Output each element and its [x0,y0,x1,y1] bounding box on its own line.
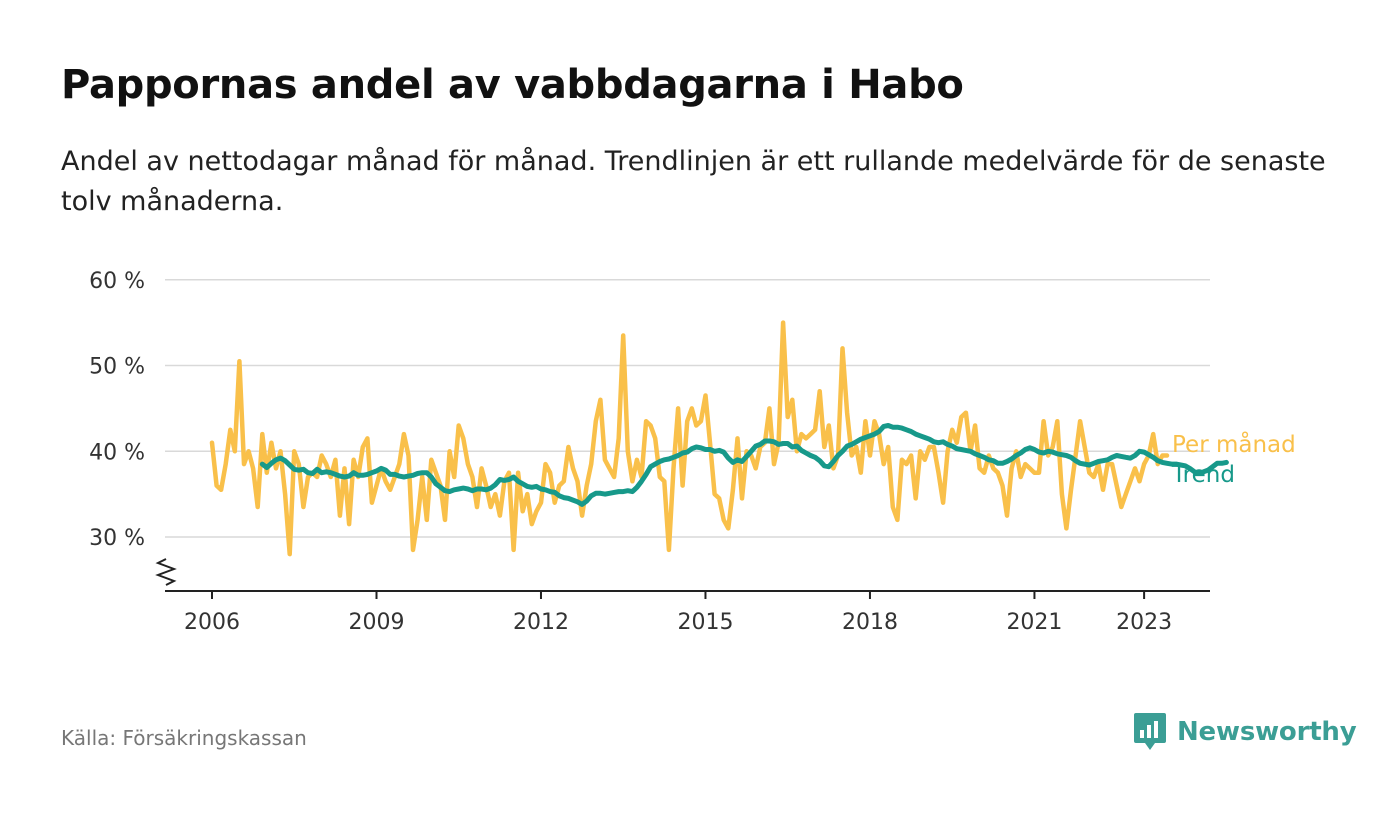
x-axis: 2006 2009 2012 2015 2018 2021 2023 [165,590,1210,635]
x-tick-label: 2006 [184,610,240,635]
x-tick-label: 2015 [677,610,733,635]
x-tick-label: 2009 [348,610,404,635]
brand-name: Newsworthy [1177,717,1357,747]
x-tick-label: 2018 [842,610,898,635]
y-tick-label: 60 % [89,269,145,294]
page-subtitle: Andel av nettodagar månad för månad. Tre… [61,146,1326,217]
y-tick-label: 40 % [89,440,145,465]
legend-label-per-manad: Per månad [1172,430,1296,458]
y-tick-label: 50 % [89,355,145,380]
grid-layer [165,279,1210,538]
y-tick-label: 30 % [89,526,145,551]
series-line-trend [259,423,1229,507]
page-title: Pappornas andel av vabbdagarna i Habo [61,62,964,108]
x-tick-label: 2021 [1006,610,1062,635]
series-layer [209,320,1229,557]
series-line-per-manad [209,320,1170,557]
newsworthy-logo-icon [1134,713,1166,750]
y-axis-break-icon [155,558,177,586]
legend-label-trend: Trend [1171,462,1235,488]
source-note: Källa: Försäkringskassan [61,726,307,750]
x-tick-label: 2012 [513,610,569,635]
legend-layer: Per månad Trend [1171,430,1296,488]
x-tick-label: 2023 [1116,610,1172,635]
brand[interactable]: Newsworthy [1133,712,1357,752]
y-axis: 30 % 40 % 50 % 60 % [89,269,177,586]
